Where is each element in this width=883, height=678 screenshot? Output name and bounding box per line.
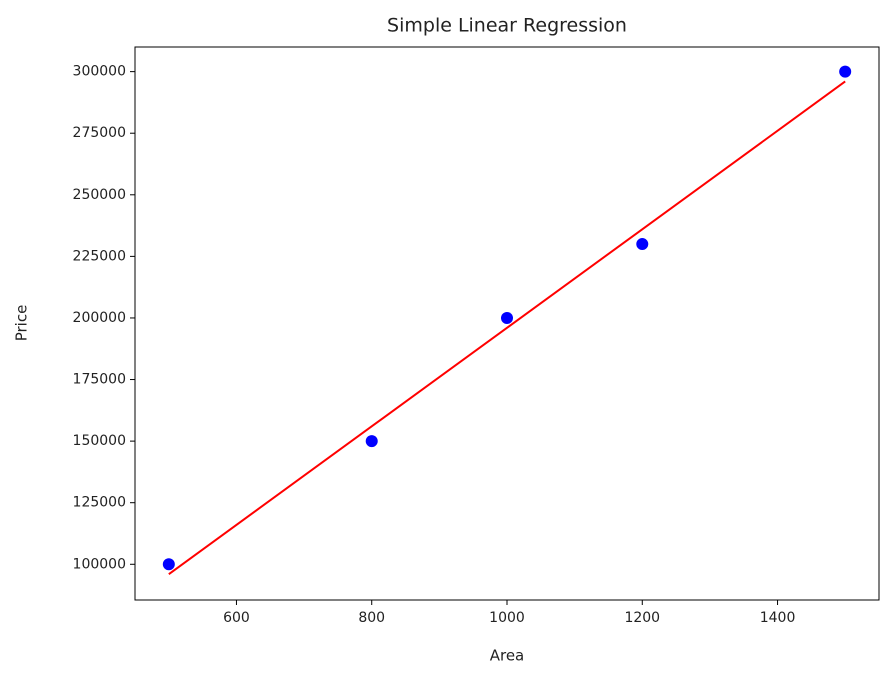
y-tick-label: 175000 [73,372,126,388]
x-tick-label: 1000 [489,610,525,626]
y-tick-label: 225000 [73,248,126,264]
x-tick-label: 1200 [624,610,660,626]
y-tick-label: 150000 [73,433,126,449]
x-tick-label: 600 [223,610,250,626]
data-point [501,311,513,324]
data-point [162,558,175,571]
y-axis-label: Price [13,305,31,342]
y-tick-label: 125000 [73,495,126,511]
regression-line [168,80,846,575]
data-point [365,435,378,448]
y-tick-label: 275000 [73,125,126,141]
x-tick-label: 800 [358,610,385,626]
data-point [839,65,852,78]
y-tick-label: 100000 [73,556,126,572]
y-tick-label: 300000 [73,64,126,80]
x-axis-label: Area [490,647,525,665]
chart-title: Simple Linear Regression [387,15,627,37]
y-tick-label: 200000 [73,310,126,326]
data-point [636,238,649,251]
plot-frame [134,46,880,601]
y-tick-label: 250000 [73,187,126,203]
x-tick-label: 1400 [760,610,796,626]
